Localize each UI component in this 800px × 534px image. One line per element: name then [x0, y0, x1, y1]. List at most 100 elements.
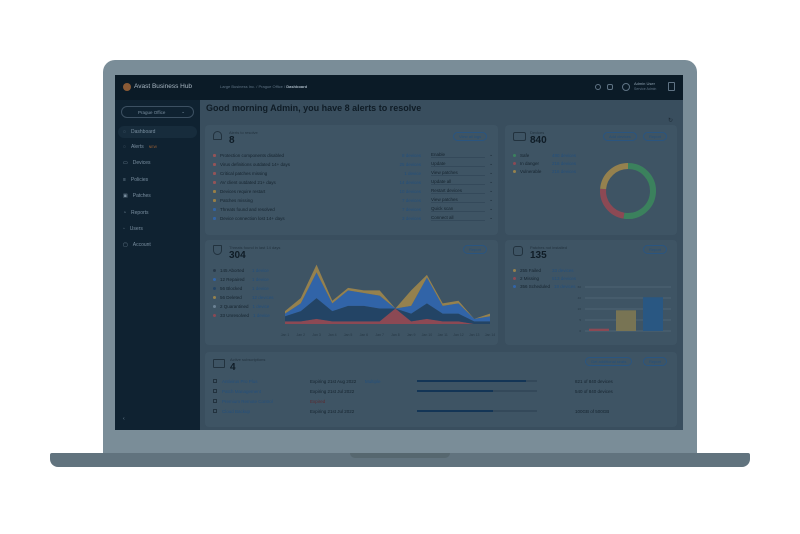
sidebar-item-policies[interactable]: ≡ Policies	[123, 177, 148, 183]
alert-devices-link[interactable]: 7 devices	[402, 197, 422, 203]
alert-action-select[interactable]: View patches	[431, 170, 486, 176]
legend-item: 255 Failed 33 devices	[513, 268, 574, 273]
subscription-name-link[interactable]: Patch Management	[222, 389, 262, 394]
subscription-status: Expired	[310, 399, 326, 404]
legend-item: 2 Missing 513 devices	[513, 276, 576, 281]
area-series-repaired	[285, 272, 490, 322]
legend-swatch	[513, 285, 516, 288]
apps-icon[interactable]	[668, 82, 675, 91]
alert-text: Critical patches missing	[219, 170, 268, 176]
alert-action-select[interactable]: Update	[431, 161, 486, 167]
patch-icon	[513, 246, 523, 256]
x-tick-label: Jan 11	[438, 333, 448, 337]
get-additional-seats-button[interactable]: Get additional seats	[585, 357, 633, 366]
alert-devices-link[interactable]: 14 devices	[399, 179, 422, 185]
x-tick-label: Jan 8	[391, 333, 400, 337]
settings-icon[interactable]	[595, 84, 601, 90]
legend-devices-link[interactable]: 1 device	[253, 313, 270, 318]
chevron-down-icon[interactable]: ⌄	[489, 215, 493, 220]
alert-devices-link[interactable]: 3 devices	[402, 215, 422, 221]
shield-icon	[213, 245, 222, 255]
user-name: Admin User	[634, 81, 655, 86]
donut-slice-safe	[623, 163, 656, 219]
report-button[interactable]: Report	[463, 245, 488, 254]
usage-text: 821 of 840 devices	[575, 379, 613, 384]
alert-devices-link[interactable]: 25 devices	[399, 161, 422, 167]
breadcrumb[interactable]: Large Business Inc. / Prague Office / Da…	[220, 84, 308, 89]
alert-devices-link[interactable]: 7 devices	[402, 206, 422, 212]
sidebar-item-label: Patches	[132, 193, 151, 199]
legend-devices-link[interactable]: 1 device	[252, 277, 269, 282]
chevron-down-icon[interactable]: ⌄	[489, 170, 493, 175]
legend-devices-link[interactable]: 513 devices	[552, 276, 577, 281]
alert-devices-link[interactable]: 8 devices	[402, 152, 422, 158]
legend-item: 12 Repaired 1 device	[213, 277, 269, 282]
legend-devices-link[interactable]: 1 device	[252, 268, 269, 273]
alert-row: Threats found and resolved 7 devices Qui…	[213, 206, 493, 212]
legend-item: 56 Blocked 1 device	[213, 286, 269, 291]
chevron-down-icon[interactable]: ⌄	[489, 197, 493, 202]
breadcrumb-org[interactable]: Large Business Inc.	[220, 84, 256, 89]
collapse-icon[interactable]: ‹	[123, 416, 125, 422]
sidebar-item-account[interactable]: ▢ Account	[123, 242, 151, 248]
legend-label: Vulnerable	[520, 169, 542, 174]
sidebar: Prague Office ⌄ ◌ Dashboard ◌ Alerts NEW ▭ De…	[115, 100, 200, 430]
legend-devices-link[interactable]: 1 device	[252, 304, 270, 309]
subscription-name-link[interactable]: Antivirus Pro Plus	[222, 379, 258, 384]
sidebar-item-alerts[interactable]: ◌ Alerts NEW	[123, 144, 157, 150]
sidebar-item-users[interactable]: ◦ Users	[123, 226, 143, 232]
avatar[interactable]	[622, 83, 630, 91]
alert-action-select[interactable]: Restart devices	[431, 188, 486, 194]
alert-action-select[interactable]: Enable	[431, 152, 486, 158]
subscription-extra-link[interactable]: Multiple	[365, 379, 381, 384]
product-icon	[213, 409, 217, 413]
area-series-deleted	[285, 264, 490, 319]
sidebar-item-reports[interactable]: ◔ Reports	[123, 210, 149, 216]
x-tick-label: Jan 4	[328, 333, 337, 337]
legend-item: 356 Scheduled 18 devices	[513, 284, 576, 289]
sidebar-item-label: Account	[132, 242, 151, 248]
legend-devices-link[interactable]: 12 devices	[252, 295, 274, 300]
subscription-name-link[interactable]: Cloud Backup	[222, 409, 251, 414]
notifications-icon[interactable]	[607, 84, 613, 90]
report-button[interactable]: Report	[643, 245, 668, 254]
add-devices-button[interactable]: Add devices	[603, 132, 637, 141]
alert-action-select[interactable]: Update all	[431, 179, 486, 185]
sidebar-item-patches[interactable]: ▣ Patches	[123, 193, 151, 199]
chevron-down-icon[interactable]: ⌄	[489, 161, 493, 166]
threats-card: Threats found in last 14 days 304 Report…	[205, 240, 498, 345]
chevron-down-icon[interactable]: ⌄	[489, 179, 493, 184]
chevron-down-icon[interactable]: ⌄	[489, 188, 493, 193]
subscription-name-link[interactable]: Premium Remote Control	[222, 399, 273, 404]
sidebar-item-devices[interactable]: ▭ Devices	[123, 160, 151, 166]
breadcrumb-site[interactable]: Prague Office	[258, 84, 283, 89]
alert-severity-icon	[213, 162, 216, 166]
report-button[interactable]: Report	[643, 357, 668, 366]
site-selector[interactable]: Prague Office ⌄	[121, 106, 194, 118]
report-button[interactable]: Report	[643, 132, 668, 141]
legend-label: 33 Unresolved	[220, 313, 250, 318]
legend-devices-link[interactable]: 480 devices	[552, 153, 577, 158]
chevron-down-icon[interactable]: ⌄	[489, 152, 493, 157]
sidebar-item-dashboard[interactable]: ◌ Dashboard	[118, 126, 197, 138]
alert-action-select[interactable]: Connect all	[431, 215, 486, 221]
devices-count: 840	[530, 135, 547, 146]
legend-swatch	[213, 305, 216, 308]
report-icon: ◔	[123, 210, 127, 216]
legend-item: In danger 216 devices	[513, 161, 576, 166]
legend-devices-link[interactable]: 1 device	[252, 286, 269, 291]
legend-devices-link[interactable]: 18 devices	[554, 284, 576, 289]
view-all-logs-button[interactable]: View all logs	[453, 132, 488, 141]
alert-action-select[interactable]: Quick scan	[431, 206, 486, 212]
legend-devices-link[interactable]: 216 devices	[552, 161, 577, 166]
alert-devices-link[interactable]: 10 devices	[399, 188, 422, 194]
alert-action-select[interactable]: View patches	[431, 197, 486, 203]
x-tick-label: Jan 2	[296, 333, 305, 337]
sidebar-item-label: Users	[129, 226, 143, 232]
product-icon	[213, 389, 217, 393]
refresh-icon[interactable]: ↻	[668, 118, 674, 124]
legend-devices-link[interactable]: 33 devices	[552, 268, 574, 273]
chevron-down-icon[interactable]: ⌄	[489, 206, 493, 211]
alert-devices-link[interactable]: 1 device	[404, 170, 422, 176]
legend-devices-link[interactable]: 216 devices	[552, 169, 577, 174]
